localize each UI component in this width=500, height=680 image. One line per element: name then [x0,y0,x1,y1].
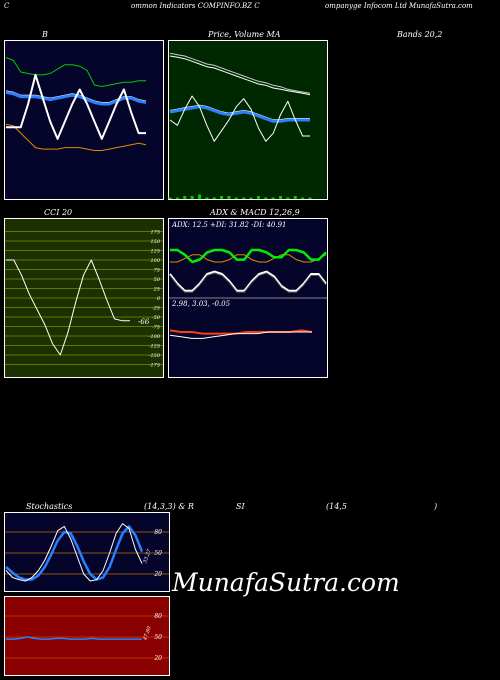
cci-tick-label: 50 [154,277,161,283]
stoch-k-line [5,523,143,582]
adx-macd-chart: ADX: 12.5 +DI: 31.82 -DI: 40.91 2.98, 3.… [168,218,328,378]
volume-bar [264,197,268,199]
volume-bar [271,197,275,199]
ma-long-line [169,52,311,94]
ma-mid-line [169,55,311,96]
price-line [6,73,146,140]
volume-bar [183,196,187,199]
cci-tick-label: 75 [154,268,160,274]
header-mid: ommon Indicators COMPINFO.BZ C [131,2,260,10]
cci-tick-label: -75 [152,325,160,331]
header-right: ompanyge Infocom Ltd MunafaSutra.com [325,2,473,10]
cci-title: CCI 20 [44,208,73,217]
adx-macd-panel: ADX: 12.5 +DI: 31.82 -DI: 40.91 2.98, 3.… [168,218,328,378]
stoch-tick-label: 80 [154,529,162,536]
volume-bar [308,197,312,199]
price-panel [168,40,328,200]
rsi-last-label: 47.80 [142,625,153,642]
cci-tick-label: 25 [153,287,160,293]
cci-last-label: -66 [138,318,150,326]
cci-tick-label: -125 [149,344,160,350]
rsi-params: (14,5 [326,502,347,511]
stoch-panel: 80 50 20 33.27 [4,512,170,592]
rsi-tick-label: 20 [153,655,162,662]
stoch-title: Stochastics [26,502,73,511]
volume-bar [249,197,253,199]
macd-readout: 2.98, 3.03, -0.05 [171,300,231,308]
adx-title: ADX & MACD 12,26,9 [210,208,300,217]
volume-bar [234,197,238,199]
adx-shadow-line [169,272,327,293]
adx-line [169,270,327,292]
stoch-params: (14,3,3) & R [144,502,194,511]
upper-band-line [5,57,146,87]
ma-blue-line [169,105,310,123]
volume-bar [301,197,305,199]
cci-tick-label: -50 [152,315,161,321]
volume-bar [220,196,224,199]
rsi-tick-label: 80 [154,613,162,620]
rsi-line [6,636,142,640]
cci-tick-label: -175 [149,363,160,369]
cci-panel: 175 150 125 100 75 50 25 0 -25 -50 -75 -100 -125 -150… [4,218,164,378]
cci-tick-label: -150 [149,353,161,359]
watermark: MunafaSutra.com [172,568,400,597]
plus-di-line [170,248,327,264]
cci-tick-label: 100 [150,258,160,264]
volume-bar [242,197,246,199]
rsi-panel: 80 50 20 47.80 [4,596,170,676]
volume-bar [286,197,290,199]
volume-bar [212,197,216,199]
cci-tick-label: 125 [150,249,160,255]
cci-chart: 175 150 125 100 75 50 25 0 -25 -50 -75 -100 -125 -150… [4,218,164,378]
cci-tick-label: 0 [157,296,161,302]
cci-tick-label: 150 [150,239,160,245]
rsi-tick-label: 50 [154,634,162,641]
rsi-close: ) [434,502,438,511]
volume-bar [279,196,283,199]
cci-tick-label: -25 [152,306,160,312]
price-line [169,95,310,142]
volume-bar [256,196,260,199]
minus-di-line [170,254,327,263]
bollinger-chart [4,40,164,200]
lower-band-line [5,123,147,151]
volume-bar [205,197,209,199]
cci-tick-label: 175 [150,230,160,236]
bands-title: Bands 20,2 [397,30,443,39]
bollinger-title: B [42,30,48,39]
price-ma-chart [168,40,328,200]
volume-bar [168,197,172,199]
macd-line [169,331,312,339]
rsi-background [4,596,170,676]
volume-bar [227,196,231,199]
header-left: C [4,2,10,10]
cci-line [6,259,130,356]
adx-readout: ADX: 12.5 +DI: 31.82 -DI: 40.91 [171,221,287,229]
rsi-chart: 80 50 20 47.80 [4,596,170,676]
bollinger-panel [4,40,164,200]
volume-bar [190,196,194,199]
stoch-tick-label: 20 [153,571,162,578]
rsi-title: SI [236,502,245,511]
volume-bar [293,196,297,199]
bollinger-background [4,40,164,200]
volume-bar [175,197,179,199]
stoch-last-label: 33.27 [142,548,153,564]
cci-tick-label: -100 [149,334,161,340]
price-title: Price, Volume MA [208,30,281,39]
stoch-tick-label: 50 [154,550,162,557]
volume-bar [197,194,201,199]
